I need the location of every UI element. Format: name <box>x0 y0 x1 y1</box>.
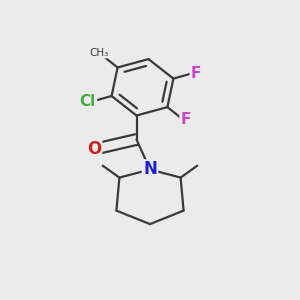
Text: Cl: Cl <box>80 94 96 110</box>
Text: F: F <box>181 112 191 127</box>
Text: N: N <box>143 160 157 178</box>
Text: CH₃: CH₃ <box>90 48 109 58</box>
Text: F: F <box>191 66 201 81</box>
Text: O: O <box>87 140 101 158</box>
